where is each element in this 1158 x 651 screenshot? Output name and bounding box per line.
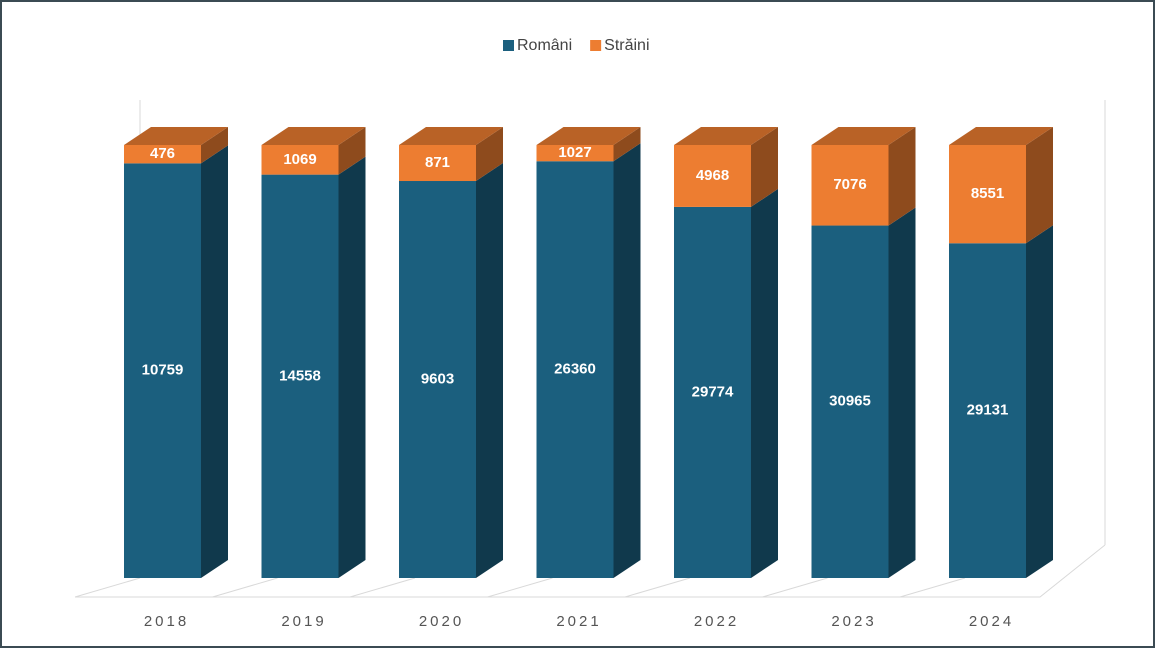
data-label: 4968 [696, 167, 729, 184]
data-label: 1027 [558, 144, 591, 161]
bar [124, 127, 228, 164]
bar [261, 156, 366, 578]
data-label: 26360 [554, 361, 596, 378]
x-tick-label: 2024 [969, 613, 1014, 630]
x-tick-label: 2021 [556, 613, 601, 630]
bar-side [751, 188, 778, 579]
floor-divider [899, 577, 966, 598]
bar-front [811, 145, 889, 226]
bar [536, 143, 641, 578]
bar-front [124, 145, 201, 164]
bar-side [338, 156, 366, 578]
bar [399, 163, 503, 578]
bar-side [1026, 225, 1053, 578]
bar-front [949, 243, 1026, 578]
legend-swatch [503, 40, 514, 51]
bar-side [476, 127, 503, 182]
bar [261, 127, 366, 175]
bar [949, 127, 1053, 244]
x-tick-label: 2020 [419, 613, 464, 630]
data-label: 8551 [971, 185, 1004, 202]
bar-front [811, 225, 889, 579]
data-label: 29131 [967, 402, 1009, 419]
bar-front [674, 206, 751, 579]
data-label: 30965 [829, 393, 871, 410]
bar [811, 127, 916, 226]
data-label: 9603 [421, 370, 454, 387]
bar-side [888, 207, 916, 579]
bar-side [888, 127, 916, 226]
bar [949, 225, 1053, 578]
bar [536, 127, 641, 162]
data-label: 14558 [279, 367, 321, 384]
bar-front [536, 145, 614, 162]
bar-top [674, 127, 778, 145]
bar-side [201, 145, 228, 579]
floor-divider [487, 577, 553, 598]
bar-side [613, 143, 641, 578]
bar [674, 188, 778, 579]
floor-divider [624, 577, 691, 598]
data-label: 29774 [692, 383, 734, 400]
bar-side [1026, 127, 1053, 244]
bar-top [811, 127, 916, 145]
bar-top [399, 127, 503, 145]
floor-divider [762, 577, 828, 598]
bar [124, 145, 228, 579]
bar-side [201, 127, 228, 164]
bar-front [124, 163, 201, 579]
bar [399, 127, 503, 182]
data-label: 871 [425, 154, 450, 171]
bar-front [261, 174, 339, 578]
bar-side [476, 163, 503, 578]
bar-side [751, 127, 778, 207]
bar-top [536, 127, 641, 145]
bar [674, 127, 778, 207]
bar-front [949, 145, 1026, 244]
data-label: 476 [150, 145, 175, 162]
x-tick-label: 2022 [694, 613, 739, 630]
bar-front [261, 145, 339, 175]
data-label: 10759 [142, 362, 184, 379]
x-tick-label: 2023 [831, 613, 876, 630]
x-tick-label: 2019 [281, 613, 326, 630]
data-label: 7076 [833, 176, 866, 193]
bar-top [261, 127, 366, 145]
legend-swatch [590, 40, 602, 51]
bar-top [949, 127, 1053, 145]
bar-front [536, 161, 614, 578]
floor-divider [349, 577, 416, 598]
x-tick-label: 2018 [144, 613, 189, 630]
bar-front [399, 181, 476, 578]
bar [811, 207, 916, 579]
data-label: 1069 [283, 151, 316, 168]
bar-side [338, 127, 366, 175]
bar-side [613, 127, 641, 162]
floor-divider [212, 577, 278, 598]
bar-front [399, 145, 476, 182]
legend-label: Străini [604, 37, 649, 54]
legend-label: Români [517, 37, 572, 54]
bar-top [124, 127, 228, 145]
bar-front [674, 145, 751, 207]
